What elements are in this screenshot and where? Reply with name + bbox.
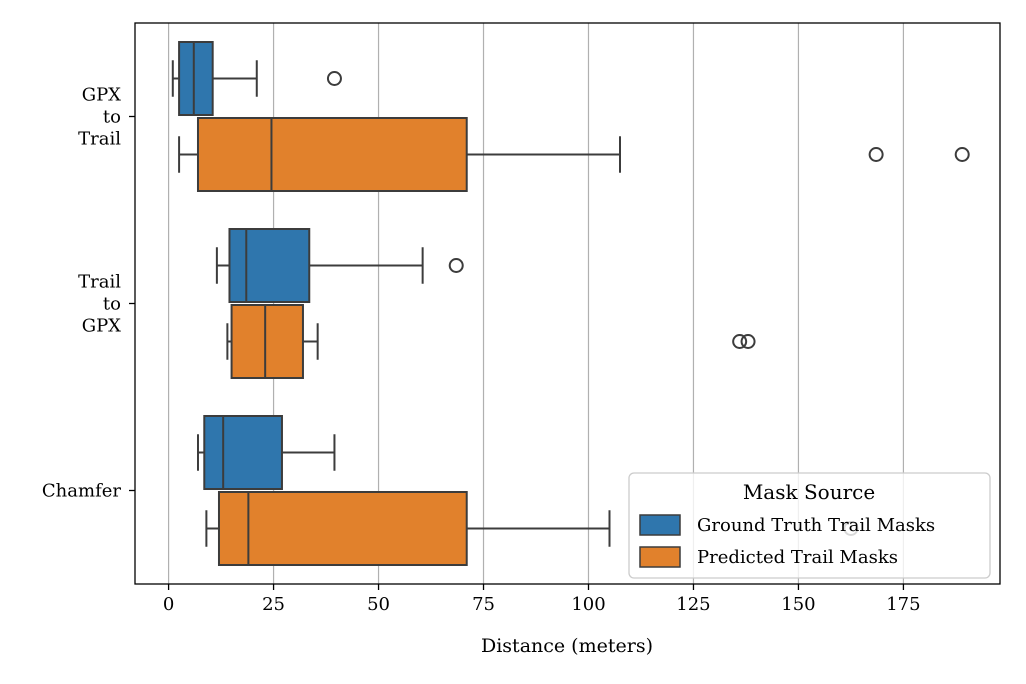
outlier-point bbox=[448, 258, 464, 273]
x-axis-label: Distance (meters) bbox=[481, 635, 653, 657]
legend-swatch bbox=[639, 546, 681, 568]
y-category-label-line: to bbox=[103, 107, 121, 128]
y-category-label-line: GPX bbox=[82, 85, 121, 106]
box-iqr bbox=[178, 41, 214, 116]
y-category-label-line: to bbox=[103, 294, 121, 315]
legend-swatch bbox=[639, 514, 681, 536]
legend-label: Predicted Trail Masks bbox=[697, 547, 898, 568]
legend: Mask Source Ground Truth Trail Masks Pred… bbox=[628, 472, 991, 579]
legend-label: Ground Truth Trail Masks bbox=[697, 515, 935, 536]
x-tick-label: 25 bbox=[262, 594, 285, 615]
outlier-point bbox=[326, 71, 342, 86]
y-category-label: Chamfer bbox=[42, 481, 121, 502]
y-category-label-line: Chamfer bbox=[42, 481, 121, 502]
y-category-label-line: GPX bbox=[82, 316, 121, 337]
outlier-point bbox=[732, 334, 748, 349]
box-iqr bbox=[196, 117, 468, 192]
box-iqr bbox=[228, 228, 311, 303]
y-category-label: GPX to Trail bbox=[78, 85, 121, 150]
legend-title: Mask Source bbox=[743, 480, 875, 504]
x-tick-label: 50 bbox=[367, 594, 390, 615]
box-iqr bbox=[203, 415, 283, 490]
outlier-point bbox=[740, 334, 756, 349]
outlier-point bbox=[954, 147, 970, 162]
x-tick-label: 75 bbox=[472, 594, 495, 615]
y-category-label-line: Trail bbox=[78, 272, 121, 293]
x-tick-label: 100 bbox=[571, 594, 605, 615]
x-tick-label: 0 bbox=[163, 594, 174, 615]
legend-entries: Ground Truth Trail Masks Predicted Trail … bbox=[639, 514, 935, 568]
legend-frame bbox=[628, 472, 991, 579]
box-layer bbox=[171, 41, 970, 566]
y-category-label-line: Trail bbox=[78, 129, 121, 150]
x-tick-label: 175 bbox=[886, 594, 920, 615]
x-tick-label: 125 bbox=[676, 594, 710, 615]
x-tick-label: 150 bbox=[781, 594, 815, 615]
outlier-point bbox=[868, 147, 884, 162]
grid-layer bbox=[167, 23, 905, 584]
box-iqr bbox=[230, 304, 304, 379]
y-category-label: Trail to GPX bbox=[78, 272, 121, 337]
box-iqr bbox=[217, 491, 468, 566]
